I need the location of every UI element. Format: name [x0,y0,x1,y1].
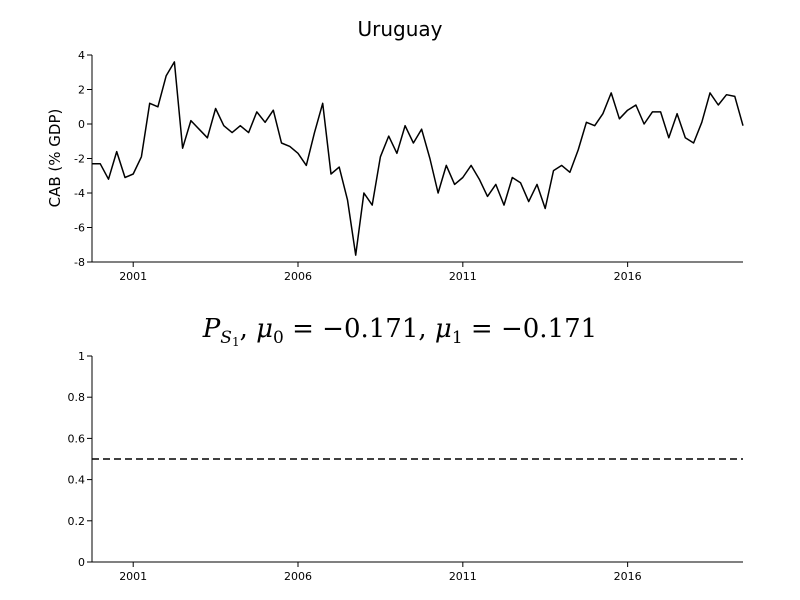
top-chart-y-tick-label: -8 [74,256,85,269]
top-chart-series-line [92,61,744,256]
top-chart-y-tick-label: -4 [74,187,85,200]
top-chart-y-axis-label: CAB (% GDP) [46,109,64,208]
bottom-chart-y-tick-label: 1 [78,350,85,363]
bottom-chart-x-tick-label: 2016 [614,570,642,583]
bottom-chart: PS1, μ0 = −0.171, μ1 = −0.171 0 0.2 0.4 0.6… [68,314,743,583]
bottom-chart-x-tick-label: 2006 [284,570,312,583]
bottom-chart-x-tick-label: 2001 [119,570,147,583]
top-chart-title: Uruguay [358,17,443,41]
bottom-chart-y-ticks: 0 0.2 0.4 0.6 0.8 1 [68,350,92,569]
top-chart-y-tick-label: -6 [74,222,85,235]
top-chart-y-tick-label: 4 [78,49,85,62]
top-chart: Uruguay CAB (% GDP) -8 -6 -4 -2 0 2 4 2001 2006… [46,17,744,283]
top-chart-x-tick-label: 2001 [119,270,147,283]
top-chart-x-ticks: 2001 2006 2011 2016 [119,262,642,283]
top-chart-y-tick-label: 2 [78,84,85,97]
bottom-chart-y-tick-label: 0.8 [68,391,86,404]
top-chart-x-tick-label: 2006 [284,270,312,283]
top-chart-y-ticks: -8 -6 -4 -2 0 2 4 [74,49,92,269]
top-chart-x-tick-label: 2011 [449,270,477,283]
bottom-chart-y-tick-label: 0 [78,556,85,569]
top-chart-y-tick-label: 0 [78,118,85,131]
bottom-chart-x-ticks: 2001 2006 2011 2016 [119,562,642,583]
bottom-chart-y-tick-label: 0.4 [68,474,86,487]
bottom-chart-x-tick-label: 2011 [449,570,477,583]
bottom-chart-y-tick-label: 0.6 [68,432,86,445]
top-chart-x-tick-label: 2016 [614,270,642,283]
top-chart-y-tick-label: -2 [74,153,85,166]
bottom-chart-y-tick-label: 0.2 [68,515,86,528]
bottom-chart-title: PS1, μ0 = −0.171, μ1 = −0.171 [202,314,597,349]
